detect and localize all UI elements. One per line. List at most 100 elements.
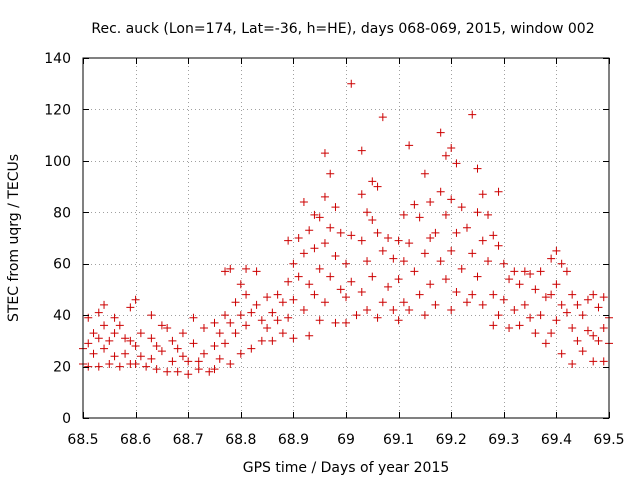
data-point — [110, 352, 119, 361]
data-point — [231, 329, 240, 338]
data-point — [252, 300, 261, 309]
x-tick-label: 69.3 — [488, 432, 519, 448]
data-point — [305, 226, 314, 235]
data-point — [247, 308, 256, 317]
data-point — [363, 306, 372, 314]
data-point — [105, 336, 114, 345]
data-point — [131, 342, 140, 350]
data-point — [126, 336, 135, 345]
data-point — [452, 228, 461, 237]
data-point — [389, 254, 398, 263]
data-point — [473, 272, 482, 281]
data-point — [315, 316, 324, 325]
data-point — [284, 277, 293, 286]
data-point — [468, 290, 477, 299]
data-point — [257, 316, 266, 325]
data-point — [299, 249, 308, 258]
data-point — [410, 267, 419, 276]
data-point — [536, 267, 545, 276]
data-point — [289, 259, 298, 268]
data-point — [342, 259, 350, 268]
data-point — [226, 264, 235, 273]
data-point — [389, 306, 398, 314]
data-points — [79, 79, 613, 379]
data-point — [147, 334, 156, 343]
data-point — [347, 277, 356, 286]
data-point — [221, 339, 230, 348]
data-point — [320, 298, 329, 307]
data-point — [363, 208, 372, 217]
data-point — [315, 213, 324, 222]
data-point — [441, 275, 450, 284]
data-point — [315, 264, 324, 273]
data-point — [89, 349, 98, 358]
data-point — [589, 290, 598, 299]
data-point — [415, 290, 424, 299]
data-point — [489, 231, 498, 240]
data-point — [594, 336, 603, 345]
data-point — [478, 300, 487, 309]
data-point — [557, 349, 566, 358]
data-point — [552, 316, 561, 325]
data-point — [242, 290, 251, 299]
axis-ticks: 68.5 68.6 68.7 68.8 68.9 69 69.1 69.2 69.3 69.4 69… — [44, 51, 624, 448]
data-point — [384, 282, 393, 291]
data-point — [189, 339, 198, 348]
data-point — [368, 216, 377, 224]
data-point — [210, 342, 219, 350]
data-point — [84, 313, 93, 322]
data-point — [215, 354, 224, 363]
data-point — [431, 228, 440, 237]
data-point — [378, 246, 387, 255]
data-point — [447, 306, 456, 314]
data-point — [373, 228, 382, 237]
data-point — [184, 357, 193, 366]
data-point — [520, 267, 529, 276]
data-point — [342, 293, 350, 302]
data-point — [436, 128, 445, 137]
data-point — [126, 303, 135, 312]
data-point — [163, 324, 172, 332]
data-point — [431, 300, 440, 309]
data-point — [94, 308, 103, 317]
x-tick-label: 68.9 — [278, 432, 309, 448]
data-point — [505, 324, 514, 332]
data-point — [226, 360, 235, 368]
data-point — [178, 329, 187, 338]
data-point — [89, 329, 98, 338]
x-tick-label: 69 — [337, 432, 355, 448]
data-point — [226, 318, 235, 327]
data-point — [199, 349, 208, 358]
data-point — [247, 344, 256, 353]
data-point — [468, 110, 477, 119]
data-point — [547, 329, 556, 338]
data-point — [452, 159, 461, 168]
data-point — [168, 336, 177, 345]
x-tick-label: 68.7 — [173, 432, 204, 448]
data-point — [373, 182, 382, 191]
data-point — [447, 195, 456, 204]
data-point — [331, 318, 340, 327]
data-point — [278, 329, 287, 338]
data-point — [515, 321, 524, 330]
data-point — [121, 349, 130, 358]
data-point — [147, 354, 156, 363]
data-point — [221, 311, 230, 320]
data-point — [357, 288, 366, 296]
data-point — [242, 321, 251, 330]
data-point — [536, 311, 545, 320]
data-point — [526, 270, 535, 278]
data-point — [252, 267, 261, 276]
data-point — [336, 285, 345, 294]
data-point — [289, 334, 298, 343]
data-point — [326, 169, 335, 178]
data-point — [347, 231, 356, 240]
data-point — [326, 272, 335, 281]
data-point — [289, 295, 298, 304]
data-point — [184, 370, 193, 379]
data-point — [284, 236, 293, 245]
data-point — [547, 254, 556, 263]
data-point — [520, 300, 529, 309]
data-point — [378, 298, 387, 307]
data-point — [363, 257, 372, 266]
